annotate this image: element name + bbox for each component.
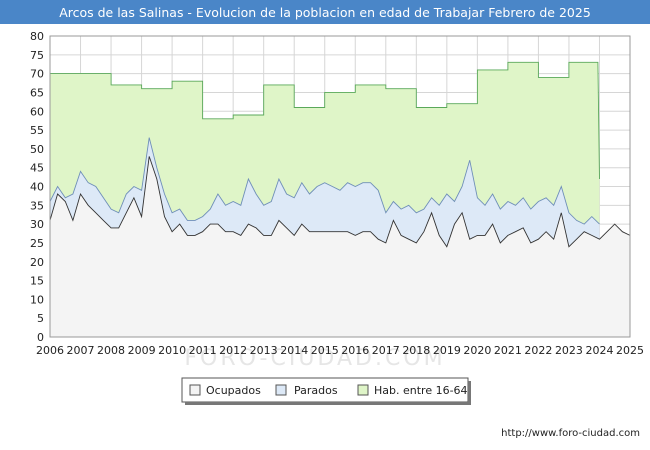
plot-border <box>49 35 631 338</box>
credit-url: http://www.foro-ciudad.com <box>501 428 640 439</box>
area-ocupados <box>50 156 630 337</box>
legend-shadow-bottom <box>185 402 471 405</box>
y-tick-label: 65 <box>30 86 44 99</box>
legend-swatch-ocupados <box>189 384 201 396</box>
y-tick-label: 70 <box>30 68 44 81</box>
x-tick-label: 2022 <box>524 344 552 357</box>
y-tick-label: 60 <box>30 105 44 118</box>
y-tick-label: 0 <box>37 331 44 344</box>
legend: Ocupados Parados Hab. entre 16-64 <box>181 377 471 405</box>
x-tick-label: 2012 <box>219 344 247 357</box>
legend-swatch-hab <box>357 384 369 396</box>
x-tick-label: 2013 <box>250 344 278 357</box>
legend-label-parados: Parados <box>294 384 338 397</box>
y-tick-label: 30 <box>30 218 44 231</box>
x-tick-label: 2011 <box>189 344 217 357</box>
x-axis-ticks: 2006 2007 2008 2009 2010 2011 2012 2013 2014 2015… <box>36 344 644 357</box>
watermark: FORO-CIUDAD.COM <box>184 346 445 371</box>
x-tick-label: 2008 <box>97 344 125 357</box>
y-tick-label: 5 <box>37 312 44 325</box>
line-parados <box>49 137 600 225</box>
y-tick-label: 20 <box>30 256 44 269</box>
y-tick-label: 35 <box>30 199 44 212</box>
line-hab-entre-16-64 <box>50 61 600 180</box>
x-tick-label: 2007 <box>67 344 95 357</box>
x-tick-label: 2024 <box>585 344 613 357</box>
x-tick-label: 2009 <box>128 344 156 357</box>
legend-shadow <box>468 381 471 405</box>
y-tick-label: 80 <box>30 30 44 43</box>
chart-title: Arcos de las Salinas - Evolucion de la p… <box>0 0 650 24</box>
x-tick-label: 2017 <box>372 344 400 357</box>
y-tick-label: 45 <box>30 162 44 175</box>
x-tick-label: 2025 <box>616 344 644 357</box>
y-tick-label: 50 <box>30 143 44 156</box>
y-tick-label: 25 <box>30 237 44 250</box>
legend-swatch-parados <box>275 384 287 396</box>
y-tick-label: 15 <box>30 275 44 288</box>
x-tick-label: 2019 <box>433 344 461 357</box>
series-areas <box>50 62 630 338</box>
x-tick-label: 2010 <box>158 344 186 357</box>
x-tick-label: 2014 <box>280 344 308 357</box>
y-tick-label: 40 <box>30 181 44 194</box>
x-tick-label: 2018 <box>402 344 430 357</box>
x-tick-label: 2016 <box>341 344 369 357</box>
y-tick-label: 75 <box>30 49 44 62</box>
x-tick-label: 2023 <box>555 344 583 357</box>
legend-box <box>181 377 469 403</box>
x-tick-label: 2006 <box>36 344 64 357</box>
series-lines <box>49 61 631 248</box>
x-tick-label: 2015 <box>311 344 339 357</box>
legend-label-hab: Hab. entre 16-64 <box>374 384 468 397</box>
y-tick-label: 10 <box>30 293 44 306</box>
x-tick-label: 2020 <box>463 344 491 357</box>
line-ocupados <box>49 156 631 248</box>
legend-label-ocupados: Ocupados <box>206 384 261 397</box>
x-tick-label: 2021 <box>494 344 522 357</box>
y-axis-ticks: 0 5 10 15 20 25 30 35 40 45 50 55 60 65 70 75 80 <box>30 30 44 344</box>
y-tick-label: 55 <box>30 124 44 137</box>
